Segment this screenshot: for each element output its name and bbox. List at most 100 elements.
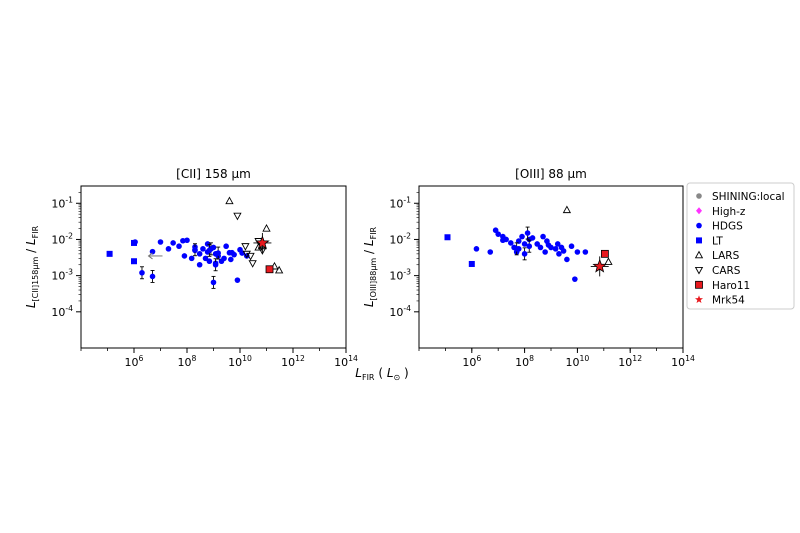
panel-cii: [CII] 158 μm 106 108 1010 1012 1014 10-4 10-3 10… xyxy=(24,167,358,369)
data-point xyxy=(604,257,613,265)
x-tick-label: 1012 xyxy=(281,354,305,369)
plot-frame xyxy=(418,185,684,349)
data-point xyxy=(562,205,572,214)
data-point xyxy=(241,243,250,251)
data-point xyxy=(246,252,255,261)
data-point xyxy=(139,269,145,276)
data-point xyxy=(540,233,546,240)
legend-box xyxy=(686,182,795,310)
data-point xyxy=(196,251,203,257)
data-point xyxy=(225,196,234,205)
panel-oiii: [OIII] 88 μm 106 108 1010 1012 1014 10-4 10-3 10… xyxy=(362,167,695,369)
data-point xyxy=(165,246,172,252)
data-point xyxy=(184,237,190,244)
data-point xyxy=(215,250,221,256)
x-tick-label: 108 xyxy=(178,354,197,369)
data-point xyxy=(221,255,227,262)
x-tick-label: 106 xyxy=(125,354,144,369)
data-point xyxy=(526,243,533,250)
y-tick-label: 10-4 xyxy=(389,304,411,319)
data-point xyxy=(131,239,137,246)
y-axis-label: L[OIII]88μm / LFIR xyxy=(362,226,378,307)
data-point xyxy=(106,250,113,257)
data-point xyxy=(170,240,176,246)
legend-marker xyxy=(696,237,702,244)
panel-title: [CII] 158 μm xyxy=(176,167,251,181)
series-mrk54 xyxy=(590,256,609,277)
legend-entry: Mrk54 xyxy=(695,295,745,307)
legend-label: LT xyxy=(712,235,723,247)
data-point xyxy=(180,237,186,244)
plot-frame xyxy=(80,185,347,349)
legend-marker xyxy=(695,280,703,289)
data-point xyxy=(592,258,607,273)
data-point xyxy=(560,248,567,254)
data-point xyxy=(200,246,206,252)
data-point xyxy=(206,247,213,254)
data-point xyxy=(556,251,562,257)
series-upper-limit xyxy=(147,252,163,260)
data-point xyxy=(529,235,536,241)
data-point xyxy=(564,256,570,263)
legend-marker xyxy=(694,266,704,275)
data-point xyxy=(521,251,528,257)
y-tick-label: 10-4 xyxy=(51,304,73,319)
y-tick-label: 10-3 xyxy=(389,268,411,283)
data-point xyxy=(228,256,234,263)
data-point xyxy=(468,260,475,267)
data-point xyxy=(542,249,548,255)
data-point xyxy=(521,241,528,247)
data-point xyxy=(234,277,241,283)
data-point xyxy=(188,255,195,262)
x-tick-label: 1014 xyxy=(671,354,695,369)
data-point xyxy=(196,261,203,268)
data-point xyxy=(223,243,229,250)
y-tick-label: 10-1 xyxy=(51,195,73,210)
series-lars xyxy=(562,205,613,265)
data-point xyxy=(495,231,502,237)
data-point xyxy=(181,253,188,259)
series-hdgs-error-bars- xyxy=(139,242,221,289)
legend-entry: LT xyxy=(696,235,723,247)
series-lt xyxy=(106,239,137,265)
legend-label: High-z xyxy=(712,206,746,218)
data-point xyxy=(147,252,163,260)
legend-label: SHINING:local xyxy=(712,191,785,203)
x-tick-label: 1014 xyxy=(334,354,358,369)
series-mrk54 xyxy=(253,232,272,253)
data-point xyxy=(242,250,251,259)
data-point xyxy=(265,265,274,274)
series-lt xyxy=(444,234,475,267)
data-point xyxy=(231,251,237,258)
legend-label: Haro11 xyxy=(712,280,750,292)
data-point xyxy=(157,239,164,245)
legend-marker xyxy=(695,295,703,303)
data-point xyxy=(519,233,525,240)
series-lars xyxy=(225,196,284,274)
data-point xyxy=(210,279,217,286)
series-haro11 xyxy=(600,249,609,258)
series-hdgs xyxy=(473,227,589,282)
data-point xyxy=(149,248,156,255)
legend-entry: LARS xyxy=(694,250,740,262)
legend-marker xyxy=(694,250,704,259)
x-tick-label: 108 xyxy=(515,354,534,369)
data-point xyxy=(537,244,544,251)
data-point xyxy=(572,276,578,282)
x-axis-label: LFIR ( L⊙ ) xyxy=(355,366,408,382)
data-point xyxy=(513,246,520,252)
y-axis-label: L[CII]158μm / LFIR xyxy=(24,225,40,308)
legend-label: LARS xyxy=(712,250,740,262)
data-point xyxy=(248,260,257,268)
x-tick-label: 1012 xyxy=(618,354,642,369)
data-point xyxy=(524,230,531,236)
panel-title: [OIII] 88 μm xyxy=(515,167,587,181)
x-tick-label: 106 xyxy=(462,354,481,369)
legend-label: HDGS xyxy=(712,221,743,233)
legend-marker xyxy=(696,222,702,229)
data-point xyxy=(149,273,156,280)
data-point xyxy=(574,249,581,255)
y-tick-label: 10-2 xyxy=(51,231,73,246)
series-haro11 xyxy=(265,265,274,274)
